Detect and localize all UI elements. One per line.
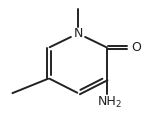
Text: O: O: [131, 41, 141, 54]
Text: N: N: [73, 27, 83, 40]
Text: NH: NH: [98, 95, 116, 108]
Text: 2: 2: [115, 100, 121, 109]
